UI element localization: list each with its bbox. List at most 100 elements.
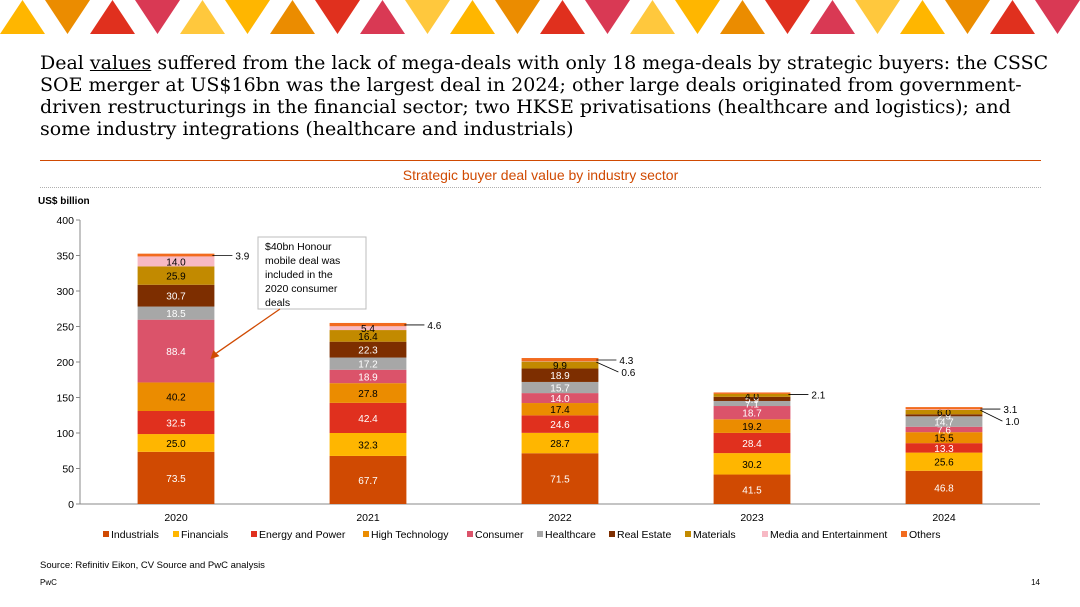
banner-triangle — [720, 0, 765, 34]
bar-segment — [521, 415, 599, 433]
data-label: 46.8 — [934, 483, 954, 494]
data-label: 73.5 — [166, 474, 186, 485]
legend-label: Financials — [181, 529, 228, 541]
bar-segment — [521, 358, 599, 362]
data-label: 7.1 — [745, 399, 759, 410]
legend-label: Materials — [693, 529, 736, 541]
banner-triangle — [855, 0, 900, 34]
data-label: 28.7 — [550, 439, 570, 450]
legend-swatch — [103, 531, 109, 537]
bar-segment — [521, 453, 599, 504]
banner-triangle — [450, 0, 495, 34]
legend-label: Others — [909, 529, 941, 541]
bar-segment — [905, 414, 983, 417]
bar-segment — [713, 474, 791, 504]
x-tick-label: 2021 — [356, 512, 380, 524]
bar-segment — [713, 432, 791, 454]
bar-segment — [521, 361, 599, 369]
data-label: 3.9 — [235, 252, 249, 263]
legend-label: Consumer — [475, 529, 524, 541]
legend-label: Industrials — [111, 529, 159, 541]
data-label: 14.0 — [166, 257, 186, 268]
x-tick-label: 2022 — [548, 512, 572, 524]
legend-swatch — [251, 531, 257, 537]
data-label: 18.9 — [358, 372, 378, 383]
data-label: 88.4 — [166, 347, 186, 358]
data-label: 0.6 — [621, 368, 635, 379]
data-label: 16.4 — [358, 332, 378, 343]
data-label: 40.2 — [166, 393, 186, 404]
annotation-text: 2020 consumer — [265, 283, 338, 295]
legend-label: High Technology — [371, 529, 449, 541]
data-label: 2.1 — [811, 390, 825, 401]
banner-triangle — [540, 0, 585, 34]
bar-segment — [137, 284, 215, 307]
bar-segment — [329, 383, 407, 403]
banner-triangle — [405, 0, 450, 34]
legend-label: Real Estate — [617, 529, 671, 541]
bar-segment — [713, 406, 791, 420]
banner-triangle — [135, 0, 180, 34]
banner-triangle — [270, 0, 315, 34]
headline-rest: suffered from the lack of mega-deals wit… — [40, 52, 1049, 140]
data-label: 32.3 — [358, 440, 378, 451]
bar-segment — [329, 402, 407, 433]
banner-triangle — [360, 0, 405, 34]
data-label: 2.9 — [937, 411, 951, 422]
banner-triangle — [225, 0, 270, 34]
annotation-arrowhead — [210, 350, 220, 360]
legend-swatch — [537, 531, 543, 537]
bar-segment — [905, 416, 983, 427]
bar-segment — [329, 341, 407, 358]
y-tick-label: 150 — [56, 393, 74, 405]
chart-title-divider — [40, 187, 1041, 188]
bar-segment — [521, 393, 599, 404]
bar-segment — [521, 368, 599, 382]
bar-segment — [329, 357, 407, 370]
bar-segment — [713, 400, 791, 407]
bar-segment — [137, 319, 215, 383]
data-label: 42.4 — [358, 414, 378, 425]
headline-underlined-word: values — [89, 52, 152, 74]
headline-start: Deal — [40, 52, 90, 74]
banner-triangle — [90, 0, 135, 34]
data-label: 18.5 — [166, 309, 186, 320]
banner-triangle — [315, 0, 360, 34]
y-tick-label: 50 — [62, 464, 74, 476]
bar-segment — [521, 403, 599, 416]
data-label: 4.6 — [427, 321, 441, 332]
data-label: 18.7 — [742, 409, 762, 420]
data-label: 67.7 — [358, 476, 378, 487]
legend-swatch — [173, 531, 179, 537]
legend-label: Media and Entertainment — [770, 529, 887, 541]
y-tick-label: 400 — [56, 215, 74, 227]
data-label: 5.9 — [745, 395, 759, 406]
y-tick-label: 100 — [56, 428, 74, 440]
bar-segment — [329, 369, 407, 384]
data-label: 24.6 — [550, 420, 570, 431]
bar-segment — [137, 256, 215, 267]
bar-segment — [905, 432, 983, 444]
bar-segment — [329, 326, 407, 331]
data-label: 22.3 — [358, 346, 378, 357]
legend-label: Healthcare — [545, 529, 596, 541]
stacked-bar-chart: US$ billion 0 50 100 150 200 250 300 350 400 73.5 2… — [38, 196, 1040, 541]
bar-segment — [905, 426, 983, 433]
bar-segment — [521, 381, 599, 394]
bar-segment — [137, 306, 215, 320]
legend-swatch — [762, 531, 768, 537]
page-number: 14 — [1031, 578, 1040, 587]
data-label: 4.3 — [619, 356, 633, 367]
data-label: 41.5 — [742, 485, 762, 496]
y-tick-label: 200 — [56, 357, 74, 369]
data-label: 9.9 — [553, 361, 567, 372]
banner-triangle — [630, 0, 675, 34]
annotation-text: included in the — [265, 269, 333, 281]
bar-segment — [905, 409, 983, 415]
footer-brand: PwC — [40, 578, 57, 587]
source-note: Source: Refinitiv Eikon, CV Source and P… — [40, 560, 265, 571]
bar-segment — [137, 410, 215, 435]
banner-triangle — [810, 0, 855, 34]
annotation-arrow — [216, 308, 281, 354]
data-label: 17.4 — [550, 405, 570, 416]
